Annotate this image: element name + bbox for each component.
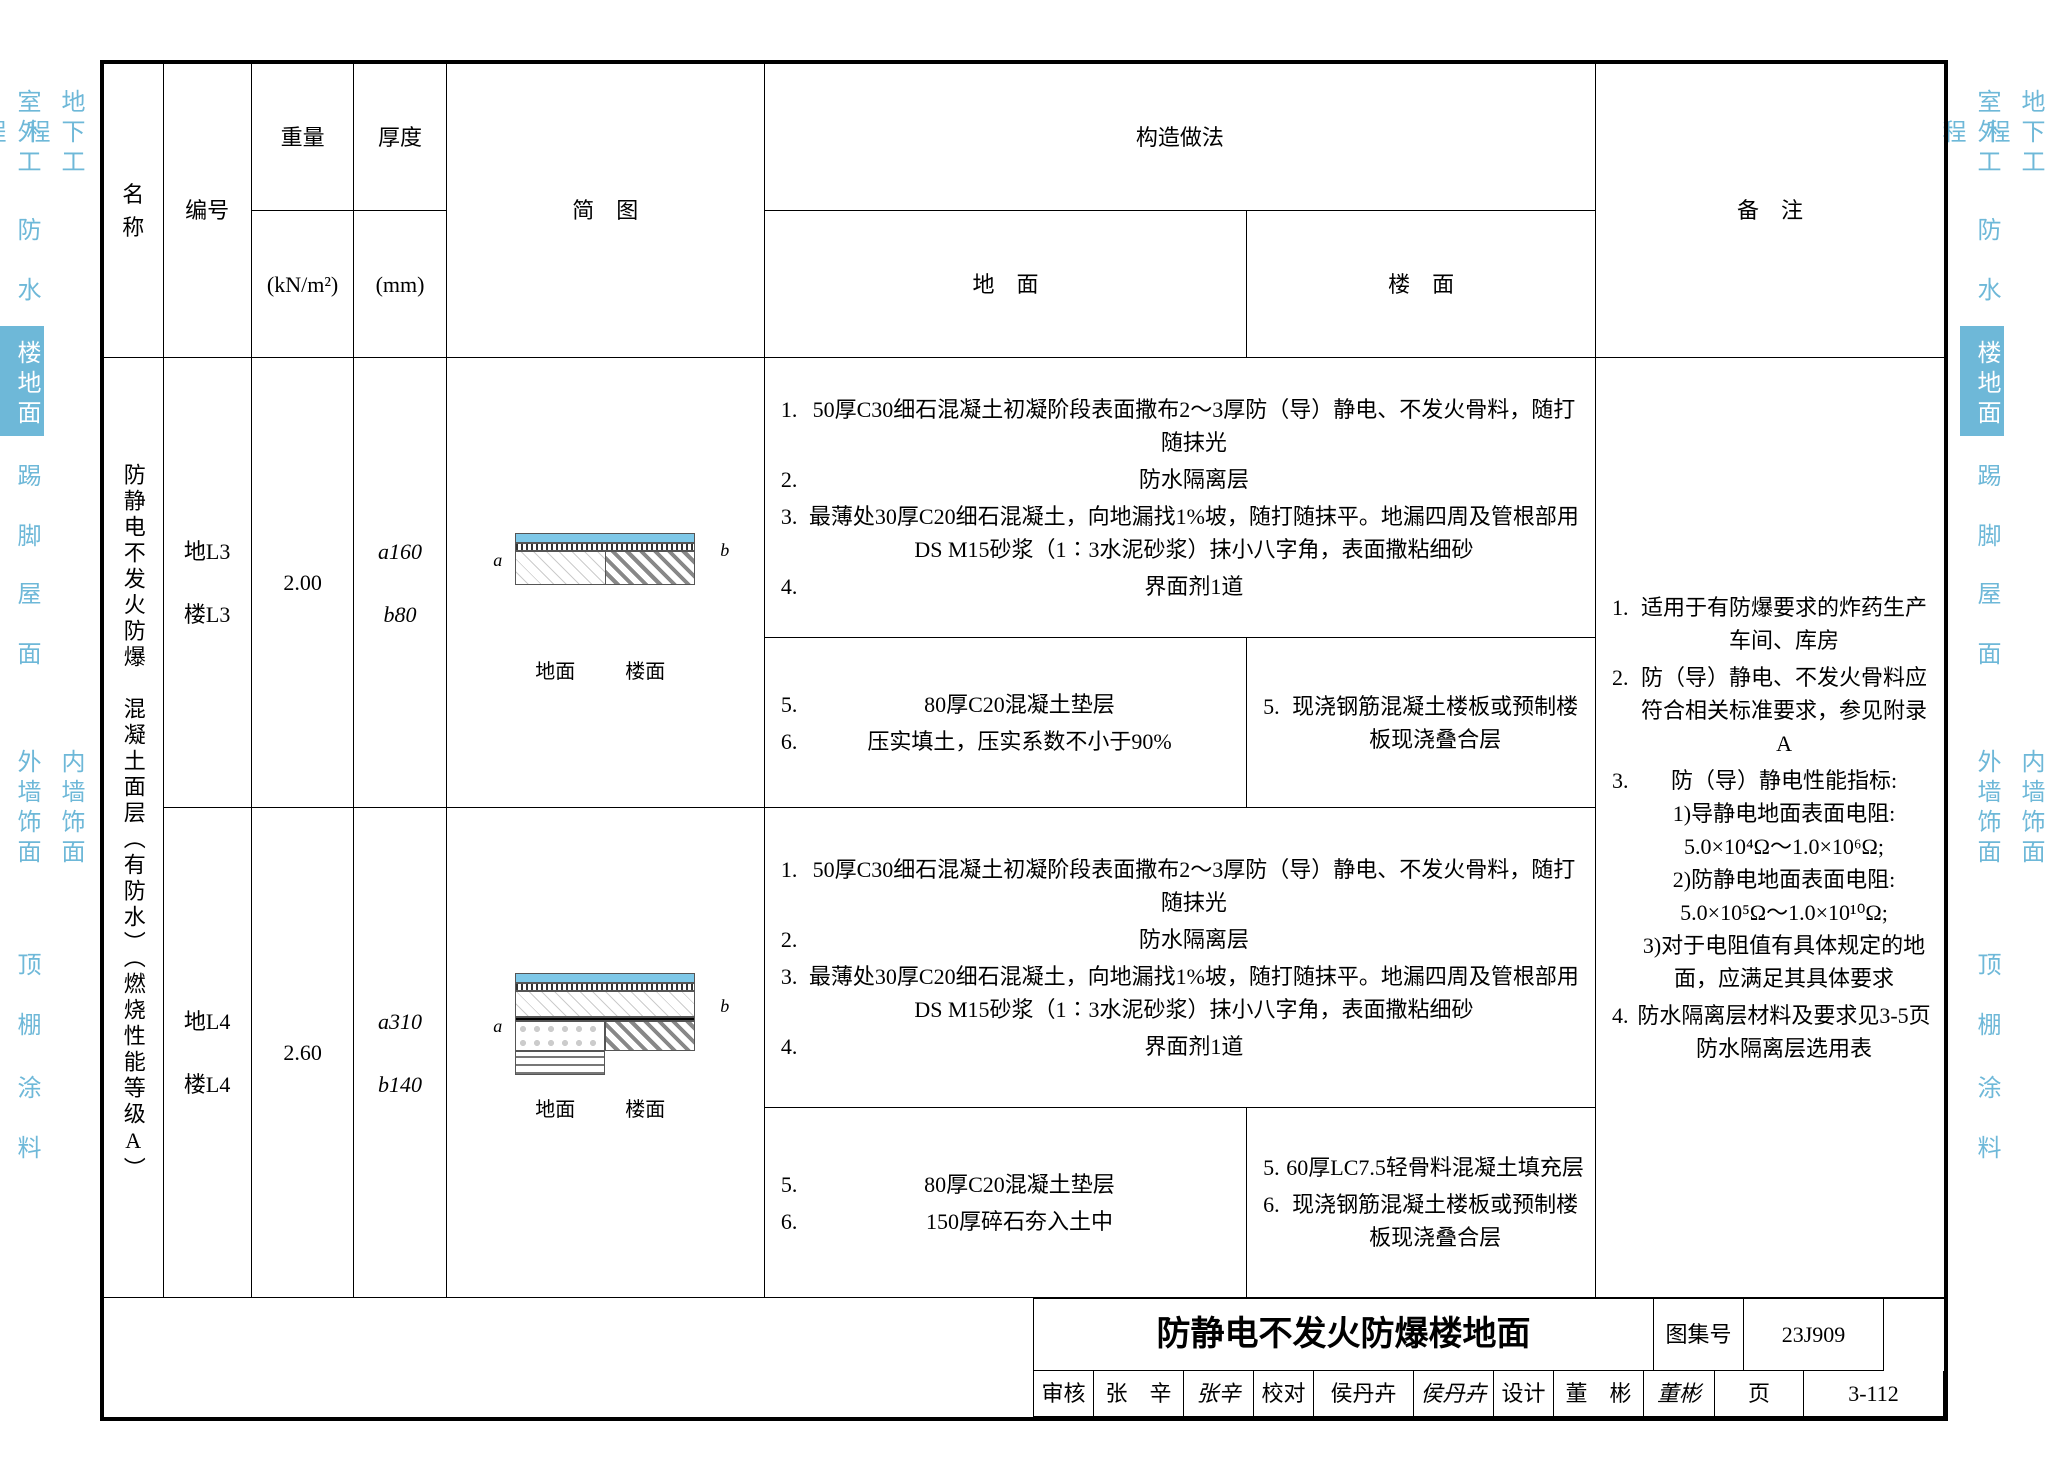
list-item: 压实填土，压实系数不小于90% bbox=[803, 725, 1236, 758]
side-tab[interactable]: 外墙饰面 bbox=[0, 690, 44, 920]
list-item: 防（导）静电、不发火骨料应符合相关标准要求，参见附录A bbox=[1634, 661, 1934, 760]
drawing-title: 防静电不发火防爆楼地面 bbox=[1034, 1299, 1654, 1371]
construction-bot-b-1: 现浇钢筋混凝土楼板或预制楼板现浇叠合层 bbox=[1247, 638, 1596, 808]
side-tab[interactable]: 楼地面 bbox=[1960, 326, 2004, 436]
side-tab[interactable]: 楼地面 bbox=[0, 326, 44, 436]
spec-table: 名称 编号 重量 厚度 简 图 构造做法 备 注 (kN/m²) (mm) 地 … bbox=[103, 63, 1945, 1418]
code-cell-2: 地L4 楼L4 bbox=[163, 808, 251, 1298]
hdr-construction: 构造做法 bbox=[764, 64, 1595, 211]
list-item: 60厚LC7.5轻骨料混凝土填充层 bbox=[1285, 1151, 1585, 1184]
side-tab[interactable]: 地下工程 bbox=[2004, 70, 2048, 190]
album-label: 图集号 bbox=[1654, 1299, 1744, 1371]
check-name: 侯丹卉 bbox=[1314, 1371, 1414, 1417]
list-item: 界面剂1道 bbox=[803, 570, 1585, 603]
hdr-floor-b: 楼 面 bbox=[1247, 211, 1596, 358]
construction-top-2: 50厚C30细石混凝土初凝阶段表面撒布2～3厚防（导）静电、不发火骨料，随打随抹… bbox=[764, 808, 1595, 1108]
hdr-weight-unit: (kN/m²) bbox=[251, 211, 354, 358]
side-tab[interactable]: 顶 棚 bbox=[1960, 938, 2004, 1048]
list-item: 80厚C20混凝土垫层 bbox=[803, 1168, 1236, 1201]
page-no: 3-112 bbox=[1804, 1371, 1944, 1417]
list-item: 最薄处30厚C20细石混凝土，向地漏找1%坡，随打随抹平。地漏四周及管根部用DS… bbox=[803, 960, 1585, 1026]
list-item: 150厚碎石夯入土中 bbox=[803, 1205, 1236, 1238]
check-sig: 侯丹卉 bbox=[1414, 1371, 1494, 1417]
review-label: 审核 bbox=[1034, 1371, 1094, 1417]
weight-cell-2: 2.60 bbox=[251, 808, 354, 1298]
side-tab[interactable]: 外墙饰面 bbox=[1960, 690, 2004, 920]
side-tab[interactable]: 顶 棚 bbox=[0, 938, 44, 1048]
side-tab[interactable]: 屋 面 bbox=[1960, 572, 2004, 672]
list-item: 80厚C20混凝土垫层 bbox=[803, 688, 1236, 721]
side-tab[interactable]: 地下工程 bbox=[44, 70, 88, 190]
side-tab[interactable]: 踢 脚 bbox=[0, 454, 44, 554]
weight-cell-1: 2.00 bbox=[251, 358, 354, 808]
list-item: 适用于有防爆要求的炸药生产车间、库房 bbox=[1634, 591, 1934, 657]
review-sig: 张辛 bbox=[1184, 1371, 1254, 1417]
list-item: 50厚C30细石混凝土初凝阶段表面撒布2～3厚防（导）静电、不发火骨料，随打随抹… bbox=[803, 393, 1585, 459]
construction-bot-b-2: 60厚LC7.5轻骨料混凝土填充层现浇钢筋混凝土楼板或预制楼板现浇叠合层 bbox=[1247, 1108, 1596, 1298]
list-item: 现浇钢筋混凝土楼板或预制楼板现浇叠合层 bbox=[1285, 1188, 1585, 1254]
list-item: 防（导）静电性能指标: 1)导静电地面表面电阻: 5.0×10⁴Ω～1.0×10… bbox=[1634, 764, 1934, 995]
hdr-code: 编号 bbox=[163, 64, 251, 358]
code-cell-1: 地L3 楼L3 bbox=[163, 358, 251, 808]
hdr-floor-a: 地 面 bbox=[764, 211, 1246, 358]
construction-top-1: 50厚C30细石混凝土初凝阶段表面撒布2～3厚防（导）静电、不发火骨料，随打随抹… bbox=[764, 358, 1595, 638]
hdr-weight: 重量 bbox=[251, 64, 354, 211]
list-item: 防水隔离层材料及要求见3-5页防水隔离层选用表 bbox=[1634, 999, 1934, 1065]
hdr-remarks: 备 注 bbox=[1596, 64, 1945, 358]
remarks-cell: 适用于有防爆要求的炸药生产车间、库房防（导）静电、不发火骨料应符合相关标准要求，… bbox=[1596, 358, 1945, 1298]
diagram-cell-1: a b 地面 楼面 bbox=[446, 358, 764, 808]
side-tab[interactable]: 防 水 bbox=[1960, 208, 2004, 308]
side-tab[interactable]: 涂 料 bbox=[1960, 1066, 2004, 1166]
thick-cell-1: a160 b80 bbox=[354, 358, 446, 808]
name-cell: 防静电不发火防爆 混凝土面层（有防水）（燃烧性能等级A） bbox=[104, 358, 164, 1298]
list-item: 现浇钢筋混凝土楼板或预制楼板现浇叠合层 bbox=[1285, 690, 1585, 756]
page-label: 页 bbox=[1714, 1371, 1804, 1417]
side-tab[interactable]: 内墙饰面 bbox=[44, 690, 88, 920]
construction-bot-a-2: 80厚C20混凝土垫层 150厚碎石夯入土中 bbox=[764, 1108, 1246, 1298]
side-tab[interactable]: 踢 脚 bbox=[1960, 454, 2004, 554]
thick-cell-2: a310 b140 bbox=[354, 808, 446, 1298]
side-tab[interactable]: 涂 料 bbox=[0, 1066, 44, 1166]
main-frame: 名称 编号 重量 厚度 简 图 构造做法 备 注 (kN/m²) (mm) 地 … bbox=[100, 60, 1948, 1421]
hdr-thick-unit: (mm) bbox=[354, 211, 446, 358]
list-item: 防水隔离层 bbox=[803, 463, 1585, 496]
title-block: 防静电不发火防爆楼地面 图集号 23J909 审核 张 辛 张辛 校对 侯丹卉 … bbox=[1033, 1298, 1944, 1417]
construction-bot-a-1: 80厚C20混凝土垫层压实填土，压实系数不小于90% bbox=[764, 638, 1246, 808]
side-tab[interactable]: 内墙饰面 bbox=[2004, 690, 2048, 920]
diagram-cell-2: a b 地面 楼面 bbox=[446, 808, 764, 1298]
hdr-thick: 厚度 bbox=[354, 64, 446, 211]
side-tab[interactable]: 屋 面 bbox=[0, 572, 44, 672]
list-item: 50厚C30细石混凝土初凝阶段表面撒布2～3厚防（导）静电、不发火骨料，随打随抹… bbox=[803, 853, 1585, 919]
list-item: 最薄处30厚C20细石混凝土，向地漏找1%坡，随打随抹平。地漏四周及管根部用DS… bbox=[803, 500, 1585, 566]
hdr-name: 名称 bbox=[104, 64, 164, 358]
hdr-diagram: 简 图 bbox=[446, 64, 764, 358]
album-no: 23J909 bbox=[1744, 1299, 1884, 1371]
design-name: 董 彬 bbox=[1554, 1371, 1644, 1417]
check-label: 校对 bbox=[1254, 1371, 1314, 1417]
review-name: 张 辛 bbox=[1094, 1371, 1184, 1417]
design-label: 设计 bbox=[1494, 1371, 1554, 1417]
design-sig: 董彬 bbox=[1644, 1371, 1714, 1417]
list-item: 界面剂1道 bbox=[803, 1030, 1585, 1063]
list-item: 防水隔离层 bbox=[803, 923, 1585, 956]
side-tab[interactable]: 防 水 bbox=[0, 208, 44, 308]
